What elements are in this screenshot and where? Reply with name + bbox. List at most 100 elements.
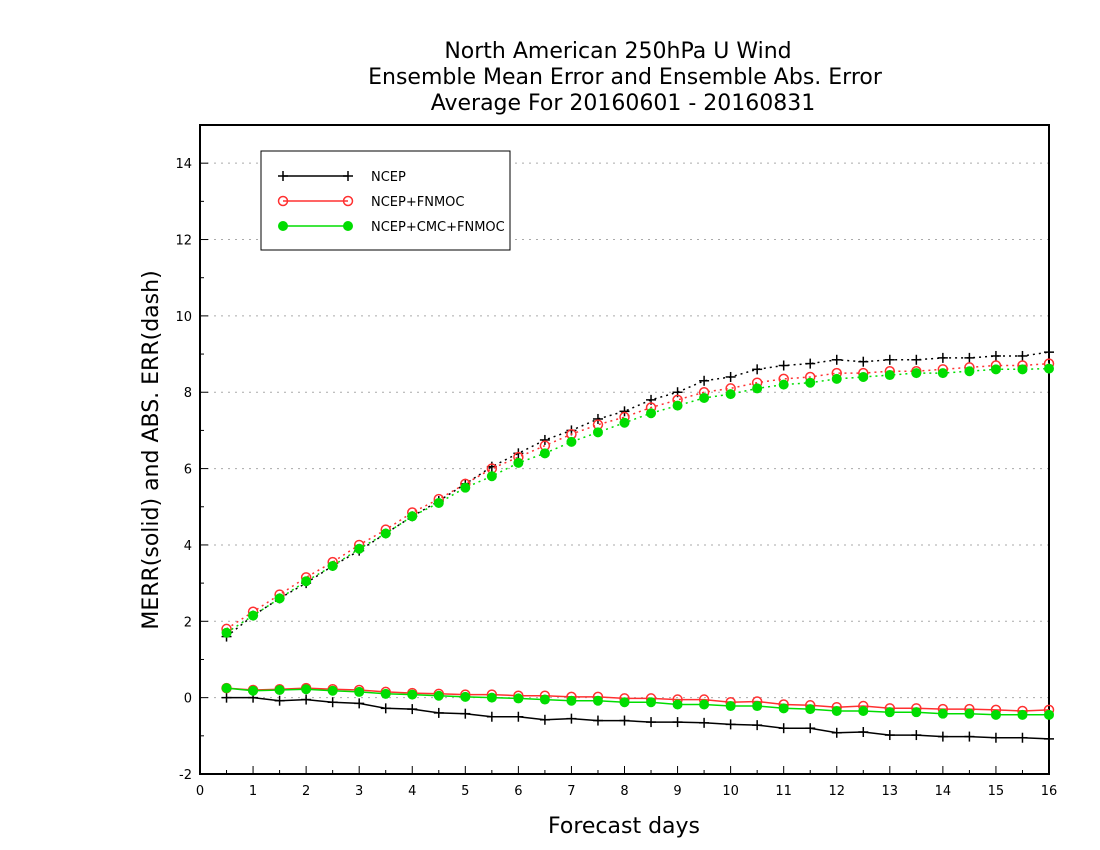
abserr-point (964, 352, 975, 363)
abserr-point (248, 610, 259, 621)
legend-marker (277, 195, 289, 207)
merr-point (964, 708, 975, 719)
merr-point (433, 690, 444, 701)
merr-point (592, 695, 603, 706)
abserr-point (486, 471, 497, 482)
abserr-line-ncep-cmc-fnmoc (226, 367, 1050, 634)
merr-point (990, 709, 1001, 720)
abserr-point (831, 373, 842, 384)
merr-point (327, 697, 338, 708)
merr-point (407, 704, 418, 715)
merr-point (911, 707, 922, 718)
abserr-point (221, 627, 232, 638)
legend-label: NCEP+FNMOC (371, 195, 464, 210)
merr-point (592, 715, 603, 726)
abserr-point (752, 364, 763, 375)
abserr-point (858, 371, 869, 382)
x-tick-label: 13 (882, 784, 899, 799)
abserr-point (539, 448, 550, 459)
abserr-point (699, 375, 710, 386)
merr-point (884, 730, 895, 741)
grid (200, 162, 1049, 775)
merr-point (1044, 709, 1054, 720)
merr-point (964, 731, 975, 742)
merr-point (778, 703, 789, 714)
abserr-point (805, 377, 816, 388)
merr-point (513, 711, 524, 722)
abserr-line-ncep-fnmoc (226, 362, 1050, 630)
abserr-point (672, 400, 683, 411)
legend-marker (278, 221, 288, 231)
x-tick-label: 16 (1041, 784, 1058, 799)
y-axis-title: MERR(solid) and ABS. ERR(dash) (139, 270, 164, 629)
merr-point (937, 708, 948, 719)
abserr-point (592, 427, 603, 438)
merr-point (354, 698, 365, 709)
y-tick-label: 2 (184, 615, 192, 630)
merr-point (858, 706, 869, 717)
abserr-point (884, 370, 895, 381)
merr-line-ncep (226, 696, 1050, 740)
x-tick-label: 9 (673, 784, 681, 799)
merr-point (699, 699, 710, 710)
merr-point (725, 719, 736, 730)
merr-point (248, 685, 259, 696)
merr-point (831, 706, 842, 717)
abserr-point (646, 408, 657, 419)
merr-point (354, 686, 365, 697)
merr-point (539, 694, 550, 705)
x-axis-title: Forecast days (548, 814, 700, 839)
y-tick-label: 14 (175, 157, 192, 172)
merr-point (805, 723, 816, 734)
legend-entries: NCEP NCEP+FNMOC NCEP+CMC+FNMOC (277, 170, 505, 235)
abserr-point (592, 413, 603, 424)
series-ncep (221, 347, 1054, 744)
x-tick-label: 12 (828, 784, 845, 799)
chart-title: North American 250hPa U Wind Ensemble Me… (368, 39, 883, 116)
y-tick-label: 10 (175, 310, 192, 325)
abserr-point (539, 434, 550, 445)
abserr-point (1017, 350, 1028, 361)
merr-point (858, 727, 869, 738)
abserr-point (327, 560, 338, 571)
merr-point (937, 731, 948, 742)
chart-title-line-3: Average For 20160601 - 20160831 (431, 91, 816, 116)
merr-point (486, 711, 497, 722)
series-ncep-cmc-fnmoc (221, 363, 1054, 720)
legend: NCEP NCEP+FNMOC NCEP+CMC+FNMOC (260, 150, 511, 251)
merr-point (752, 701, 763, 712)
abserr-line-ncep (226, 351, 1050, 638)
legend-entry-ncep: NCEP (278, 170, 406, 185)
abserr-point (778, 360, 789, 371)
legend-marker (343, 171, 353, 181)
merr-point (539, 714, 550, 725)
abserr-point (1044, 347, 1054, 358)
abserr-point (699, 392, 710, 403)
merr-point (274, 685, 285, 696)
merr-point (619, 715, 630, 726)
y-tick-label: -2 (179, 768, 192, 783)
legend-marker (343, 221, 353, 231)
merr-point (646, 697, 657, 708)
merr-point (274, 695, 285, 706)
x-tick-label: 14 (935, 784, 952, 799)
abserr-point (301, 576, 312, 587)
merr-point (1017, 709, 1028, 720)
x-tick-label: 15 (988, 784, 1005, 799)
abserr-point (778, 379, 789, 390)
y-axis: -2 0 2 4 6 8 10 12 14 (175, 124, 208, 783)
y-tick-label: 4 (184, 539, 192, 554)
merr-point (221, 683, 232, 694)
merr-point (380, 703, 391, 714)
merr-point (699, 717, 710, 728)
y-tick-label: 8 (184, 386, 192, 401)
merr-point (1044, 733, 1054, 744)
abserr-point (566, 436, 577, 447)
abserr-point (752, 383, 763, 394)
x-tick-label: 2 (302, 784, 310, 799)
merr-point (725, 701, 736, 712)
series-ncep-fnmoc (221, 358, 1055, 717)
abserr-point (1017, 364, 1028, 375)
x-tick-label: 10 (722, 784, 739, 799)
legend-entry-ncep-cmc-fnmoc: NCEP+CMC+FNMOC (278, 220, 505, 235)
